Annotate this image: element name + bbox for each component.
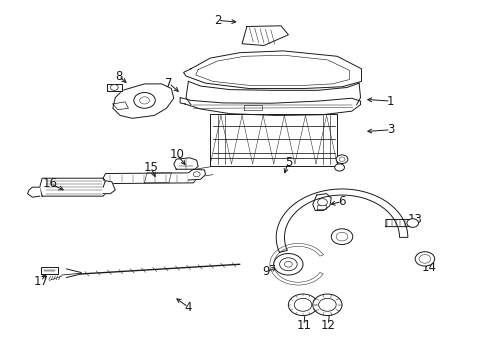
Text: 4: 4 xyxy=(184,301,192,314)
Text: 8: 8 xyxy=(115,69,122,82)
Circle shape xyxy=(279,258,297,271)
Text: 10: 10 xyxy=(169,148,184,161)
Polygon shape xyxy=(276,189,407,252)
Polygon shape xyxy=(27,187,40,197)
Circle shape xyxy=(273,253,303,275)
Polygon shape xyxy=(188,169,205,180)
Text: 17: 17 xyxy=(33,275,48,288)
Polygon shape xyxy=(180,98,360,116)
Polygon shape xyxy=(183,51,361,89)
Circle shape xyxy=(334,164,344,171)
Circle shape xyxy=(335,155,347,163)
Circle shape xyxy=(288,294,317,316)
Polygon shape xyxy=(113,84,173,118)
Polygon shape xyxy=(312,194,330,211)
Circle shape xyxy=(318,298,335,311)
Polygon shape xyxy=(103,181,115,194)
Circle shape xyxy=(312,294,341,316)
Text: 2: 2 xyxy=(213,14,221,27)
Circle shape xyxy=(110,85,118,90)
Text: 16: 16 xyxy=(43,177,58,190)
Text: 7: 7 xyxy=(165,77,172,90)
Polygon shape xyxy=(40,178,105,196)
Circle shape xyxy=(418,255,430,263)
Circle shape xyxy=(335,232,347,241)
Polygon shape xyxy=(103,173,198,184)
Text: 13: 13 xyxy=(407,213,422,226)
Polygon shape xyxy=(41,267,58,274)
Text: 14: 14 xyxy=(421,261,435,274)
Polygon shape xyxy=(107,84,122,91)
Text: 11: 11 xyxy=(296,319,311,332)
Circle shape xyxy=(330,229,352,244)
Circle shape xyxy=(338,157,344,161)
Circle shape xyxy=(284,261,292,267)
Circle shape xyxy=(134,93,155,108)
Polygon shape xyxy=(385,220,412,226)
Text: 9: 9 xyxy=(262,265,270,278)
Polygon shape xyxy=(242,26,288,45)
Text: 15: 15 xyxy=(143,161,158,174)
Circle shape xyxy=(193,172,200,177)
Circle shape xyxy=(294,298,311,311)
Polygon shape xyxy=(210,114,336,166)
Text: 12: 12 xyxy=(320,319,335,332)
Text: 3: 3 xyxy=(386,123,394,136)
Text: 6: 6 xyxy=(338,195,345,208)
Circle shape xyxy=(317,199,327,206)
Text: 1: 1 xyxy=(386,95,394,108)
Polygon shape xyxy=(173,158,198,169)
Polygon shape xyxy=(269,243,323,285)
Circle shape xyxy=(414,252,434,266)
Text: 5: 5 xyxy=(284,156,291,168)
Circle shape xyxy=(140,97,149,104)
Circle shape xyxy=(406,219,418,227)
